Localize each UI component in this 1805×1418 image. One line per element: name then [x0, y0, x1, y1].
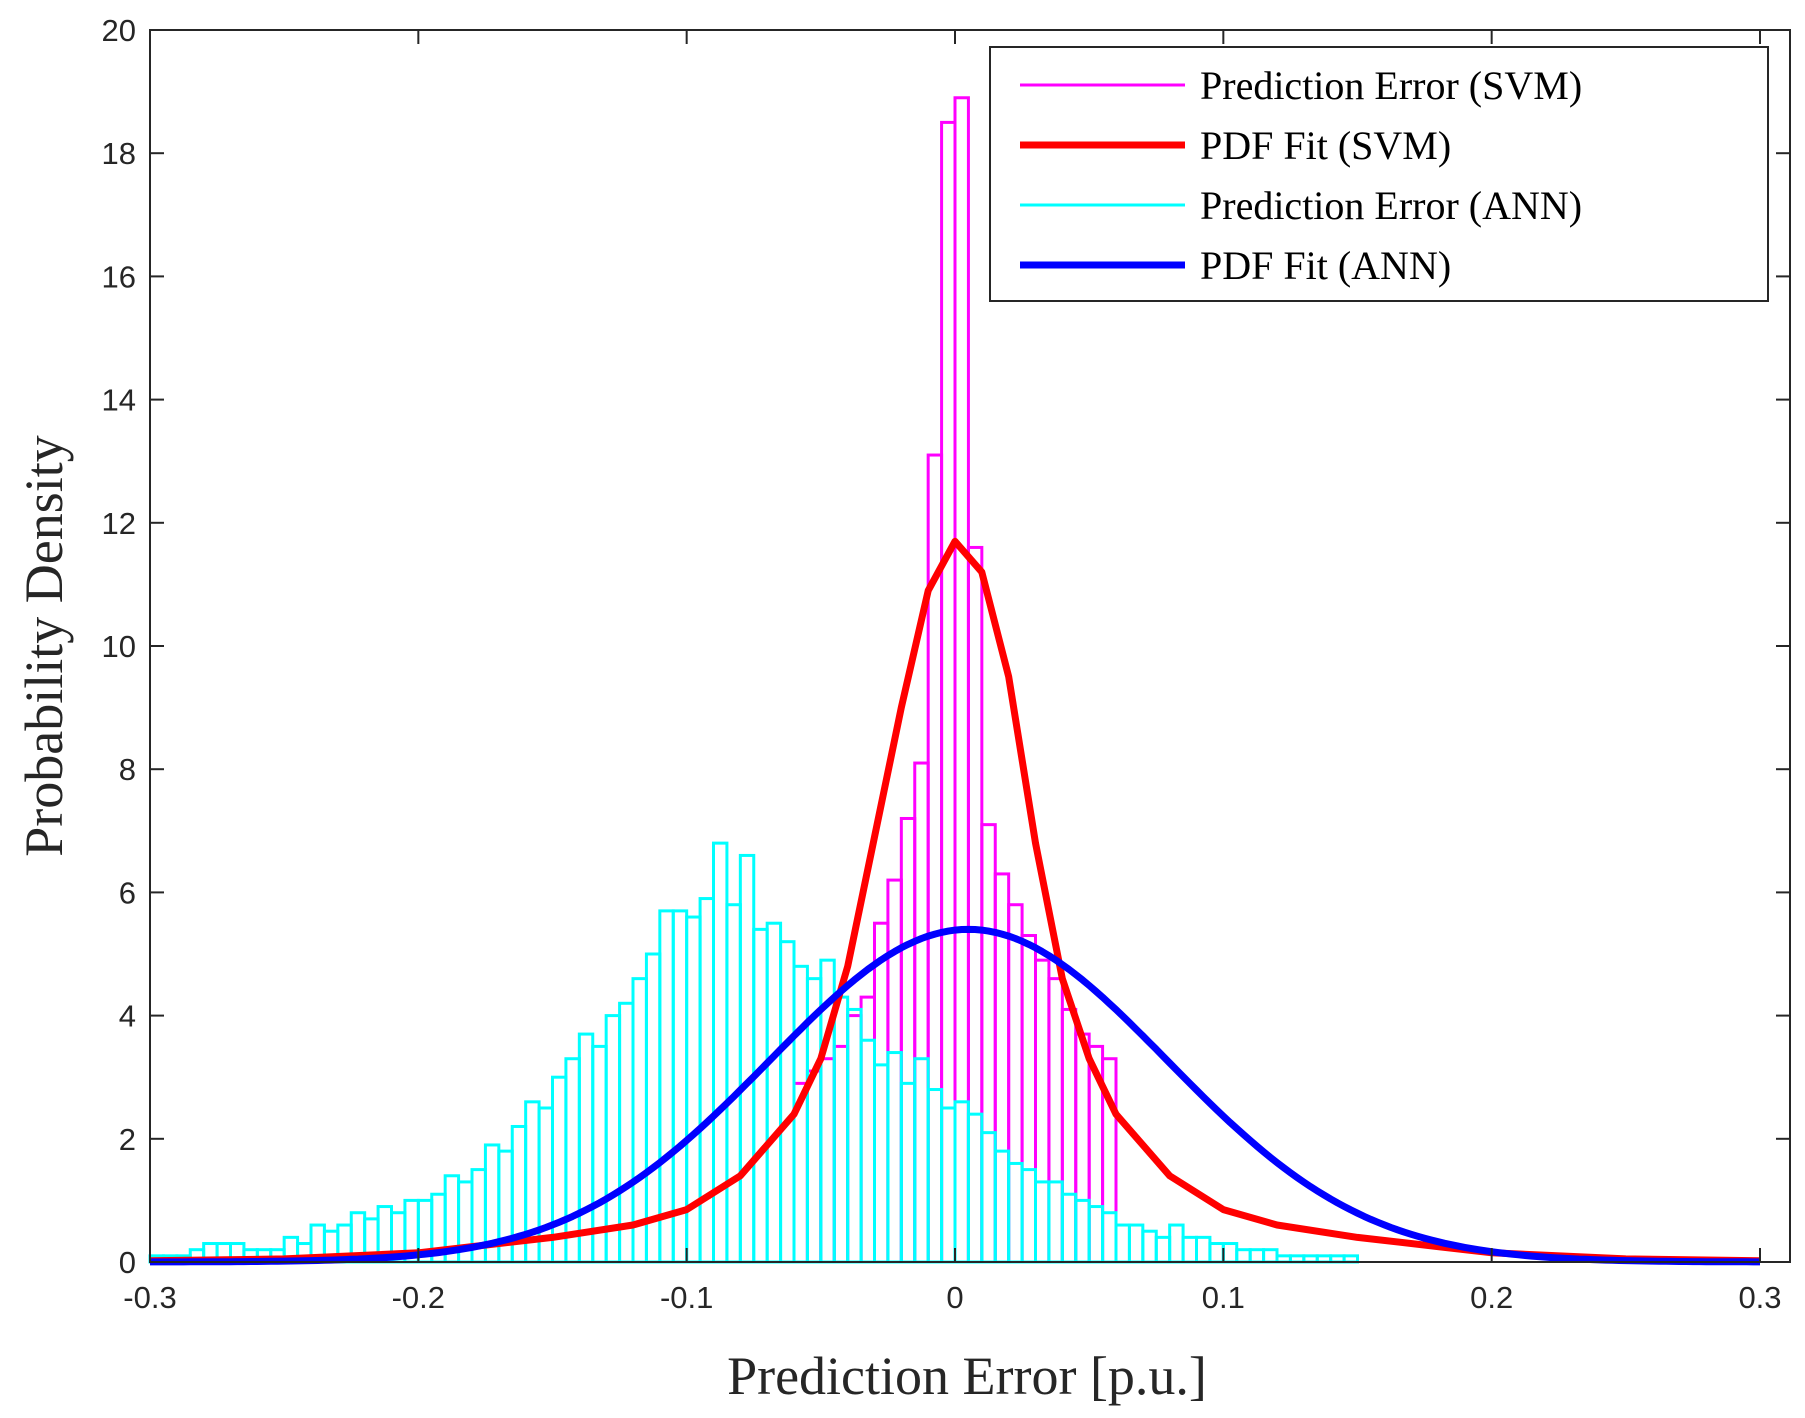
y-tick-label: 10 — [102, 629, 136, 664]
x-tick-label: 0 — [946, 1280, 963, 1315]
legend: Prediction Error (SVM) PDF Fit (SVM) Pre… — [989, 46, 1769, 302]
legend-box — [989, 46, 1769, 302]
y-tick-label: 4 — [119, 999, 136, 1034]
x-tick-label: -0.3 — [123, 1280, 176, 1315]
x-tick-label: -0.1 — [660, 1280, 713, 1315]
x-tick-label: -0.2 — [392, 1280, 445, 1315]
y-tick-labels: 0 2 4 6 8 10 12 14 16 18 20 — [102, 13, 136, 1280]
y-tick-label: 14 — [102, 383, 136, 418]
legend-label-ann-error: Prediction Error (ANN) — [1200, 183, 1582, 228]
y-tick-label: 2 — [119, 1122, 136, 1157]
x-axis-label: Prediction Error [p.u.] — [727, 1346, 1207, 1406]
y-tick-label: 6 — [119, 875, 136, 910]
y-tick-label: 12 — [102, 506, 136, 541]
axis-ticks — [149, 29, 1790, 1263]
x-tick-labels: -0.3 -0.2 -0.1 0 0.1 0.2 0.3 — [123, 1280, 1781, 1315]
y-tick-label: 16 — [102, 259, 136, 294]
y-tick-label: 8 — [119, 752, 136, 787]
y-axis-label: Probability Density — [14, 435, 74, 856]
legend-label-svm-error: Prediction Error (SVM) — [1200, 63, 1582, 108]
svm-pdf-fit-line — [149, 537, 1761, 1265]
legend-label-ann-fit: PDF Fit (ANN) — [1200, 243, 1451, 288]
y-tick-label: 0 — [119, 1245, 136, 1280]
x-tick-label: 0.3 — [1738, 1280, 1781, 1315]
x-tick-label: 0.1 — [1202, 1280, 1245, 1315]
y-tick-label: 18 — [102, 136, 136, 171]
x-tick-label: 0.2 — [1470, 1280, 1513, 1315]
y-tick-label: 20 — [102, 13, 136, 48]
legend-label-svm-fit: PDF Fit (SVM) — [1200, 123, 1451, 168]
